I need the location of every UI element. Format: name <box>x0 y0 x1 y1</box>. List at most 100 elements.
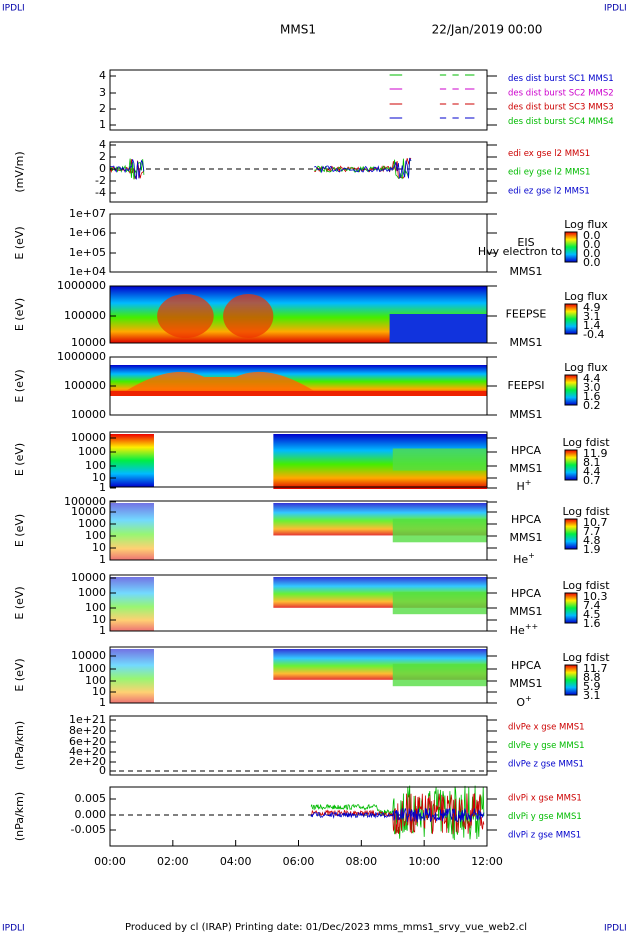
species-base: He <box>510 624 525 637</box>
y-tick-label: 100000 <box>64 495 106 508</box>
colorbar-title: Log fdist <box>562 505 610 518</box>
y-tick-label: 4 <box>99 69 106 82</box>
instrument-label: MMS1 <box>510 677 543 690</box>
y-tick-label: 1 <box>99 696 106 709</box>
legend-entry: des dist burst SC3 MMS3 <box>508 103 614 113</box>
spectrogram <box>392 448 487 471</box>
corner-label: IPDLI <box>604 4 627 14</box>
legend-entry: edi ex gse l2 MMS1 <box>508 149 590 159</box>
trace <box>310 807 485 823</box>
colorbar-tick-label: 4.4 <box>583 372 601 385</box>
y-tick-label: 2 <box>99 150 106 163</box>
colorbar-tick-label: 0.0 <box>583 238 601 251</box>
colorbar-title: Log fdist <box>562 436 610 449</box>
y-tick-label: 0 <box>99 162 106 175</box>
y-tick-label: 10000 <box>71 571 106 584</box>
y-tick-label: 100 <box>85 459 106 472</box>
y-tick-label: 10 <box>92 471 106 484</box>
y-axis-label: (nPa/km) <box>13 721 26 770</box>
footer: Produced by cl (IRAP) Printing date: 01/… <box>125 922 527 933</box>
y-tick-label: 1 <box>99 553 106 566</box>
spectrogram <box>110 391 487 396</box>
x-tick-label: 12:00 <box>471 855 503 868</box>
instrument-label: FEEPSE <box>506 308 547 321</box>
y-tick-label: 1e+21 <box>69 713 106 726</box>
x-tick-label: 02:00 <box>157 855 189 868</box>
legend-entry: dlvPe x gse MMS1 <box>508 723 585 733</box>
colorbar-title: Log flux <box>564 218 608 231</box>
colorbar <box>564 664 578 696</box>
colorbar-tick-label: 8.1 <box>583 456 601 469</box>
colorbar-tick-label: 0.7 <box>583 474 601 487</box>
instrument-label: FEEPSI <box>507 379 544 392</box>
y-axis-label: E (eV) <box>13 369 26 402</box>
species-charge: ++ <box>525 622 538 631</box>
colorbar-tick-label: 0.0 <box>583 256 601 269</box>
legend-entry: dlvPi y gse MMS1 <box>508 812 582 822</box>
trace <box>314 157 412 179</box>
y-tick-label: 100 <box>85 601 106 614</box>
y-tick-label: 2e+20 <box>69 755 106 768</box>
y-axis-label: E (eV) <box>13 658 26 691</box>
y-tick-label: 10 <box>92 613 106 626</box>
corner-label: IPDLI <box>2 924 25 934</box>
colorbar-title: Log fdist <box>562 579 610 592</box>
panel-frame <box>109 500 488 561</box>
x-tick-label: 08:00 <box>345 855 377 868</box>
y-tick-label: 10 <box>92 685 106 698</box>
y-axis-label: (mV/m) <box>13 151 26 192</box>
colorbar-tick-label: 4.9 <box>583 301 601 314</box>
instrument-label: HPCA <box>511 513 542 526</box>
y-tick-label: -2 <box>95 174 106 187</box>
species-label: H+ <box>517 478 532 494</box>
instrument-label: EIS <box>517 236 534 249</box>
spectrogram <box>110 649 154 703</box>
legend-entry: dlvPe z gse MMS1 <box>508 759 584 769</box>
y-tick-label: 6e+20 <box>69 735 106 748</box>
colorbar-tick-label: 0.0 <box>583 229 601 242</box>
date: 22/Jan/2019 00:00 <box>432 23 543 37</box>
y-tick-label: 10000 <box>71 431 106 444</box>
y-tick-label: 100 <box>85 674 106 687</box>
legend-entry: dlvPi z gse MMS1 <box>508 830 581 840</box>
y-tick-label: 10000 <box>71 649 106 662</box>
spectrogram <box>392 518 487 543</box>
legend-entry: edi ey gse l2 MMS1 <box>508 168 590 178</box>
panel-frame <box>109 574 488 632</box>
y-tick-label: 10000 <box>71 336 106 349</box>
instrument-label: MMS1 <box>510 605 543 618</box>
instrument-label: MMS1 <box>510 408 543 421</box>
y-tick-label: 1 <box>99 481 106 494</box>
colorbar-tick-label: 7.4 <box>583 599 601 612</box>
y-tick-label: 10 <box>92 541 106 554</box>
panel-frame <box>109 715 488 776</box>
legend-entry: dlvPi x gse MMS1 <box>508 794 582 804</box>
spectrogram <box>392 591 487 615</box>
corner-label: IPDLI <box>2 4 25 14</box>
panel-frame <box>109 69 488 131</box>
colorbar-tick-label: 3.0 <box>583 381 601 394</box>
instrument-label: MMS1 <box>510 336 543 349</box>
instrument-label: HPCA <box>511 659 542 672</box>
legend-entry: edi ez gse l2 MMS1 <box>508 186 590 196</box>
colorbar <box>564 449 578 481</box>
y-tick-label: 100 <box>85 529 106 542</box>
colorbar-tick-label: -0.4 <box>583 328 604 341</box>
legend-entry: dlvPe y gse MMS1 <box>508 741 585 751</box>
spectrogram <box>392 663 487 687</box>
colorbar-tick-label: 1.4 <box>583 319 601 332</box>
y-tick-label: 1000 <box>78 586 106 599</box>
trace <box>314 157 412 179</box>
y-tick-label: 0.005 <box>75 792 107 805</box>
species-label: He++ <box>510 622 538 638</box>
colorbar-tick-label: 8.8 <box>583 671 601 684</box>
y-tick-label: 1e+07 <box>69 207 106 220</box>
y-tick-label: 0.000 <box>75 808 107 821</box>
y-tick-label: 1e+06 <box>69 226 106 239</box>
y-tick-label: -4 <box>95 186 106 199</box>
y-tick-label: 10000 <box>71 408 106 421</box>
y-tick-label: 1000000 <box>57 279 106 292</box>
x-tick-label: 04:00 <box>220 855 252 868</box>
trace <box>314 157 412 180</box>
y-tick-label: 8e+20 <box>69 724 106 737</box>
